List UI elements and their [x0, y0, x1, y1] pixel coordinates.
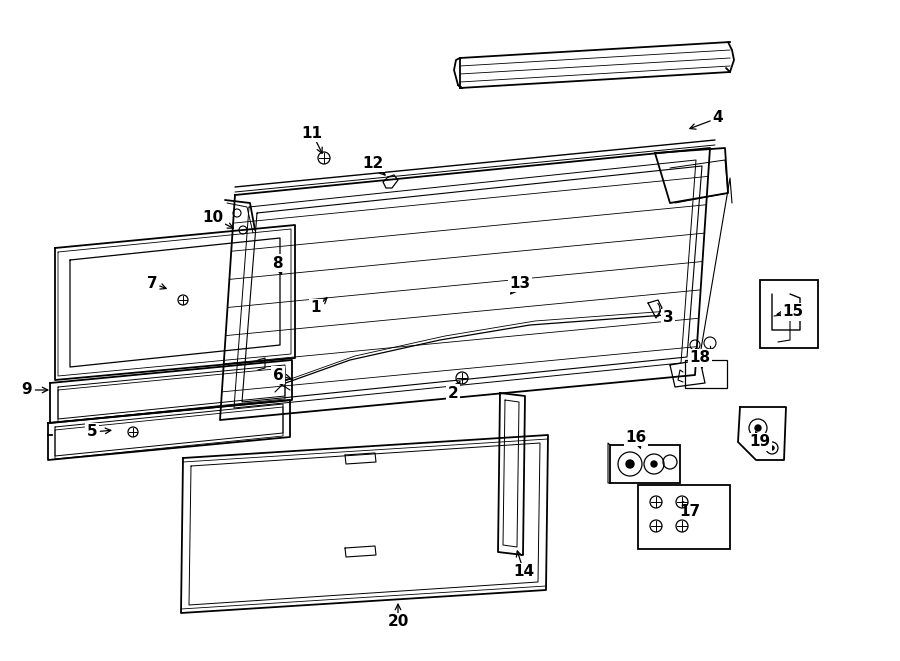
Text: 12: 12: [363, 155, 383, 171]
Text: 10: 10: [202, 210, 223, 225]
Text: 5: 5: [86, 424, 97, 440]
Text: 20: 20: [387, 615, 409, 629]
Text: 7: 7: [147, 276, 158, 290]
Bar: [638, 485, 730, 549]
Text: 18: 18: [689, 350, 711, 366]
Bar: [685, 360, 727, 388]
Text: 6: 6: [273, 368, 284, 383]
Text: 16: 16: [626, 430, 646, 444]
Circle shape: [755, 425, 761, 431]
Bar: [760, 280, 818, 348]
Text: 1: 1: [310, 301, 321, 315]
Text: 4: 4: [713, 110, 724, 126]
Text: 2: 2: [447, 385, 458, 401]
Text: 14: 14: [513, 564, 535, 580]
Circle shape: [770, 446, 774, 450]
Text: 15: 15: [782, 305, 804, 319]
Text: 3: 3: [662, 311, 673, 325]
Text: 19: 19: [750, 434, 770, 449]
Text: 8: 8: [272, 256, 283, 270]
Text: 11: 11: [302, 126, 322, 141]
Circle shape: [626, 460, 634, 468]
Circle shape: [651, 461, 657, 467]
Text: 13: 13: [509, 276, 531, 290]
Text: 9: 9: [22, 383, 32, 397]
Text: 17: 17: [680, 504, 700, 520]
Bar: [610, 445, 680, 483]
